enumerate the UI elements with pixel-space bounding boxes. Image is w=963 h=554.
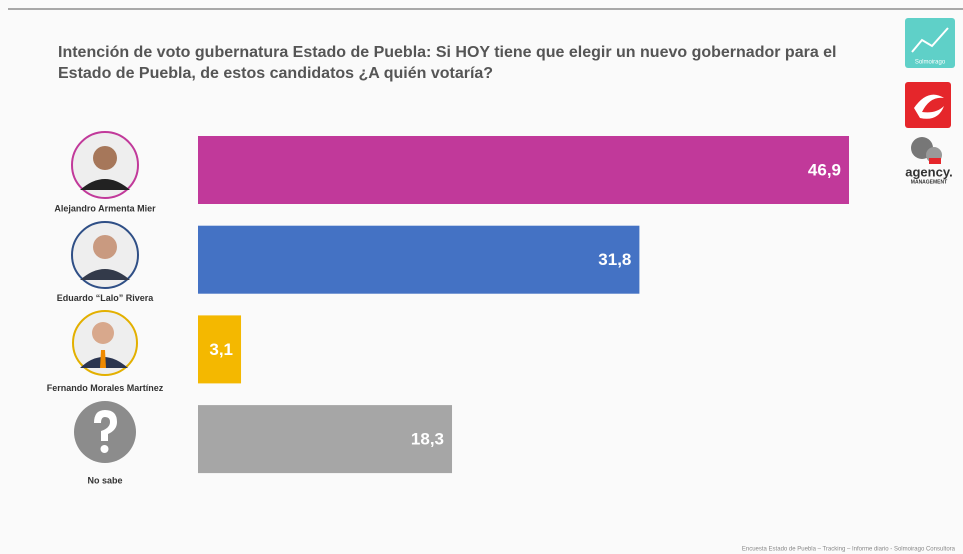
avatar xyxy=(73,311,137,375)
bar xyxy=(198,226,639,294)
chart-title: Intención de voto gubernatura Estado de … xyxy=(58,44,837,61)
avatar-unknown xyxy=(74,401,136,463)
logo-agency: agency. MANAGEMENT xyxy=(905,137,952,185)
logo-red xyxy=(905,82,951,128)
bar xyxy=(198,136,849,204)
category-label: Eduardo “Lalo” Rivera xyxy=(57,293,155,303)
logo-solmoirago: Solmoirago xyxy=(905,18,955,68)
value-label: 18,3 xyxy=(411,430,444,449)
chart: Intención de voto gubernatura Estado de … xyxy=(0,0,963,554)
category-label: No sabe xyxy=(87,475,122,485)
value-label: 3,1 xyxy=(209,340,233,359)
logo-text: Solmoirago xyxy=(915,60,946,66)
value-label: 31,8 xyxy=(598,250,631,269)
category-label: Fernando Morales Martínez xyxy=(47,383,164,393)
logo-text: MANAGEMENT xyxy=(911,179,947,185)
avatar xyxy=(72,132,138,198)
source-note: Encuesta Estado de Puebla – Tracking – I… xyxy=(742,547,956,553)
avatar xyxy=(72,222,138,288)
logo-text: agency. xyxy=(905,164,952,179)
page: Intención de voto gubernatura Estado de … xyxy=(0,0,963,554)
category-label: Alejandro Armenta Mier xyxy=(54,203,156,213)
value-label: 46,9 xyxy=(808,160,841,179)
chart-title: Estado de Puebla, de estos candidatos ¿A… xyxy=(58,65,493,82)
